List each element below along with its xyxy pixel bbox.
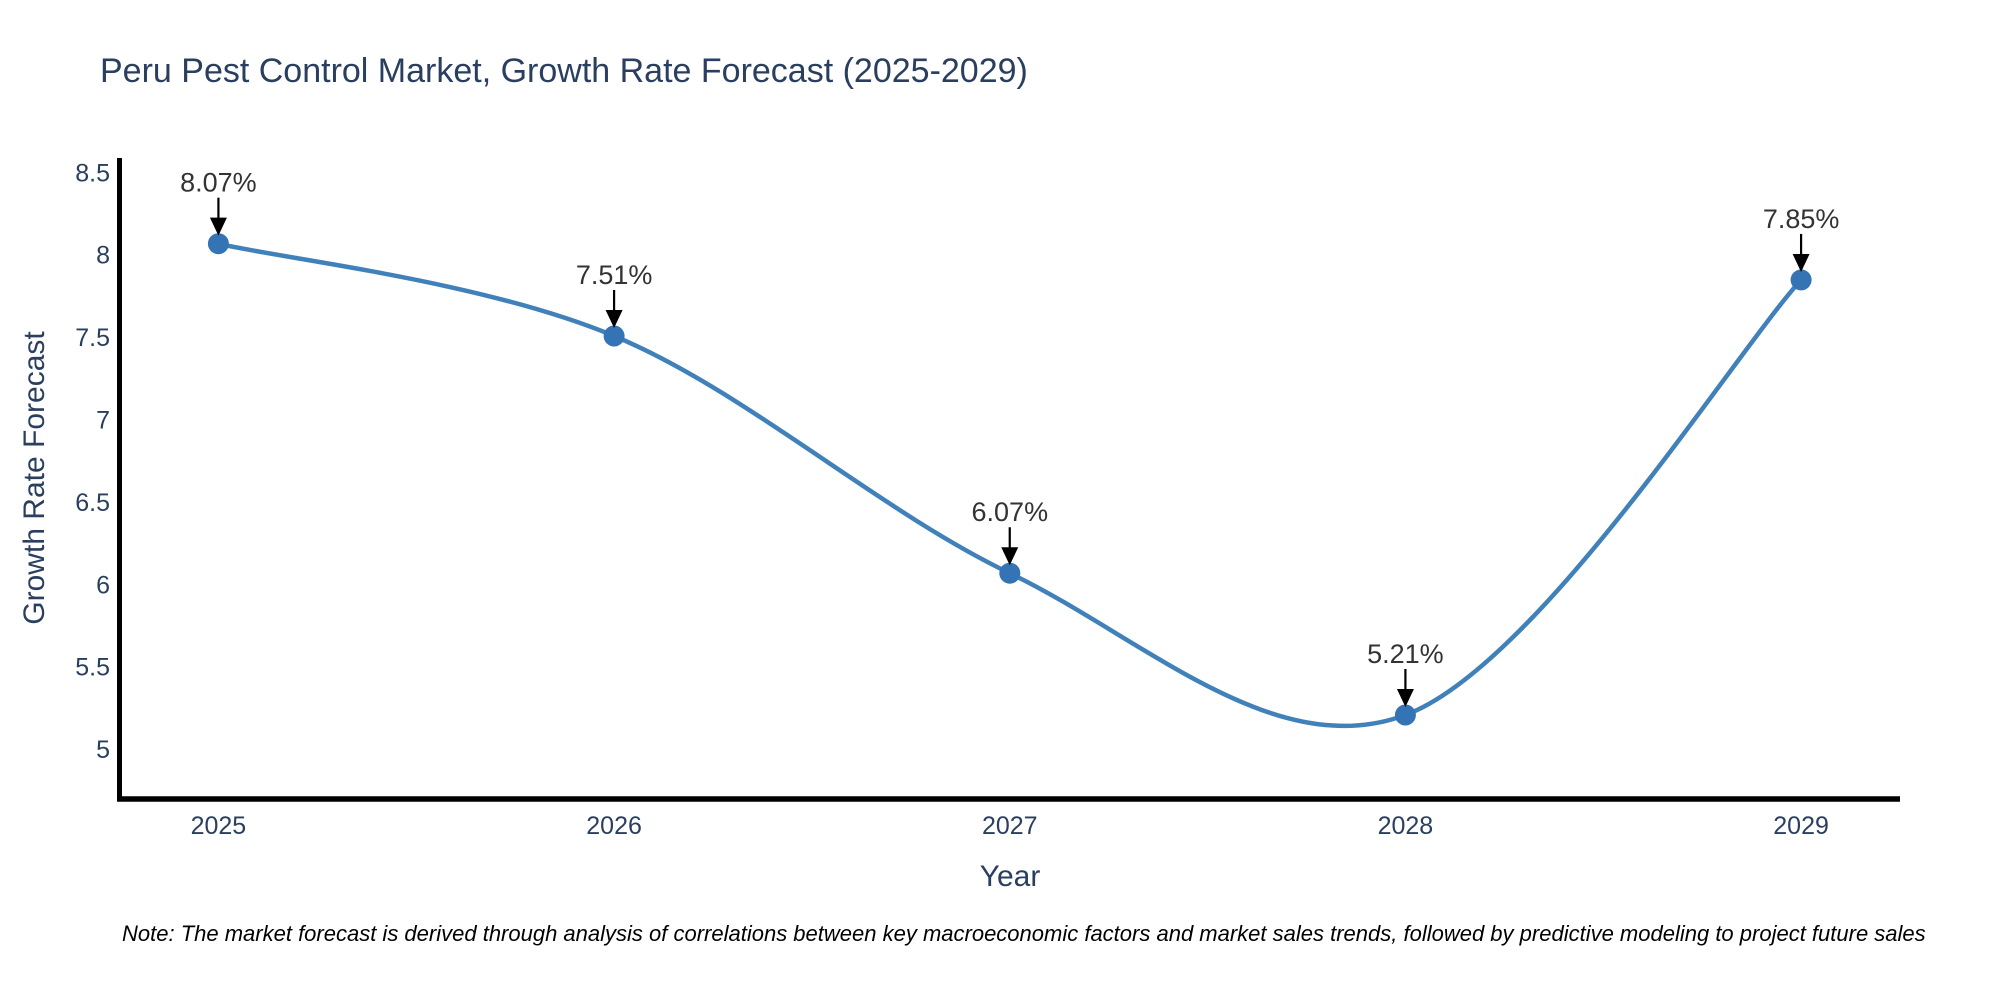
point-value-label: 7.51% [576, 260, 653, 290]
annotation-arrowhead-icon [1792, 253, 1810, 272]
chart-title: Peru Pest Control Market, Growth Rate Fo… [100, 52, 1028, 90]
x-axis-tick-labels: 2025 2026 2027 2028 2029 [191, 812, 1829, 840]
data-point-marker[interactable] [1790, 269, 1812, 291]
y-tick-label: 8 [96, 242, 110, 270]
point-annotations: 8.07% 7.51% 6.07% 5.21% 7.85% [180, 168, 1839, 707]
y-tick-label: 7 [96, 407, 110, 435]
y-axis-tick-labels: 5 5.5 6 6.5 7 7.5 8 8.5 [75, 159, 110, 764]
y-tick-label: 8.5 [75, 159, 110, 187]
point-value-label: 6.07% [972, 497, 1049, 527]
annotation-arrowhead-icon [1001, 547, 1019, 566]
y-tick-label: 6.5 [75, 489, 110, 517]
point-value-label: 8.07% [180, 168, 257, 198]
y-tick-label: 6 [96, 571, 110, 599]
data-point-marker[interactable] [999, 562, 1021, 584]
data-point-marker[interactable] [603, 325, 625, 347]
point-value-label: 5.21% [1367, 639, 1444, 669]
data-point-marker[interactable] [207, 233, 229, 255]
y-tick-label: 5.5 [75, 654, 110, 682]
annotation-arrowhead-icon [1396, 688, 1414, 707]
x-tick-label: 2025 [191, 812, 247, 840]
x-tick-label: 2028 [1378, 812, 1434, 840]
y-tick-label: 7.5 [75, 324, 110, 352]
forecast-markers [207, 233, 1812, 726]
y-tick-label: 5 [96, 736, 110, 764]
forecast-line [216, 241, 1804, 728]
x-tick-label: 2027 [982, 812, 1038, 840]
x-tick-label: 2026 [586, 812, 642, 840]
data-point-marker[interactable] [1394, 704, 1416, 726]
point-value-label: 7.85% [1763, 204, 1840, 234]
forecast-line-path [216, 241, 1804, 728]
x-axis-title: Year [980, 860, 1041, 893]
footnote: Note: The market forecast is derived thr… [122, 921, 1926, 946]
annotation-arrowhead-icon [209, 217, 227, 236]
x-tick-label: 2029 [1773, 812, 1829, 840]
annotation-arrowhead-icon [605, 309, 623, 328]
y-axis-title: Growth Rate Forecast [18, 331, 51, 625]
